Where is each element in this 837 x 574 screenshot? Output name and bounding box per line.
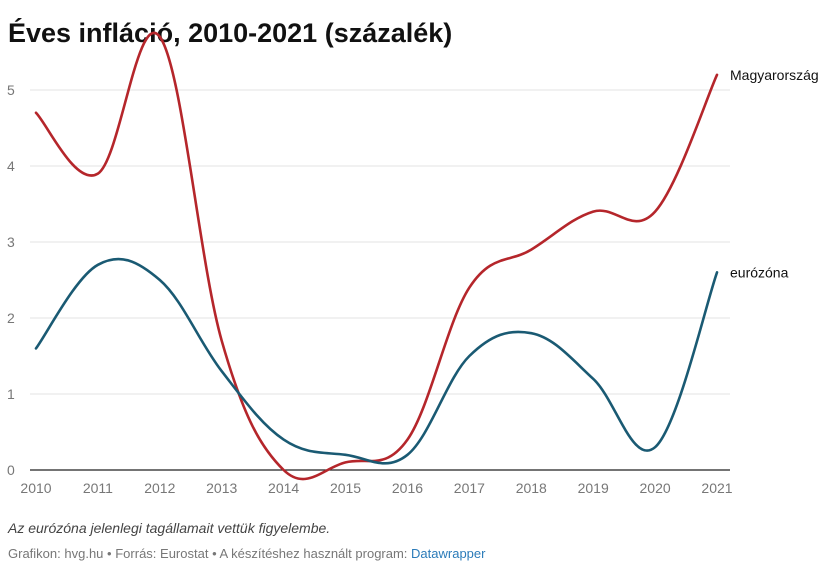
x-tick-label: 2020 [640,480,671,496]
credit-graphic-value: hvg.hu [64,546,104,561]
x-tick-label: 2010 [20,480,51,496]
y-axis-ticks: 0 1 2 3 4 5 [7,82,15,478]
credit-source-value: Eurostat [160,546,209,561]
y-tick-label: 4 [7,158,15,174]
x-axis-ticks: 2010 2011 2012 2013 2014 2015 2016 2017 2018 2019… [20,480,732,496]
y-tick-label: 0 [7,462,15,478]
chart-note: Az eurózóna jelenlegi tagállamait vettük… [8,520,331,536]
x-tick-label: 2011 [83,480,113,496]
x-tick-label: 2015 [330,480,361,496]
x-tick-label: 2014 [268,480,299,496]
grid-lines [30,89,730,471]
y-tick-label: 1 [7,386,15,402]
series-label: eurózóna [730,264,789,280]
x-tick-label: 2013 [206,480,237,496]
series-line-eurozona [34,257,719,465]
series-line-magyarorszag [34,31,719,481]
credit-separator: • [107,546,112,561]
x-tick-label: 2018 [516,480,547,496]
x-tick-label: 2017 [454,480,485,496]
chart-credit: Grafikon: hvg.hu • Forrás: Eurostat • A … [8,546,485,561]
x-tick-label: 2012 [144,480,175,496]
x-tick-label: 2016 [392,480,423,496]
credit-graphic-label: Grafikon: [8,546,61,561]
chart-title: Éves infláció, 2010-2021 (százalék) [8,18,453,48]
x-tick-label: 2021 [701,480,732,496]
x-tick-label: 2019 [578,480,609,496]
series-lines [34,31,719,481]
series-label: Magyarország [730,67,819,83]
series-labels: Magyarország eurózóna [730,67,819,281]
credit-source-label: Forrás: [115,546,157,561]
datawrapper-link[interactable]: Datawrapper [411,546,486,561]
y-tick-label: 2 [7,310,15,326]
credit-tool-label: A készítéshez használt program: [219,546,408,561]
credit-separator: • [212,546,217,561]
y-tick-label: 3 [7,234,15,250]
y-tick-label: 5 [7,82,15,98]
